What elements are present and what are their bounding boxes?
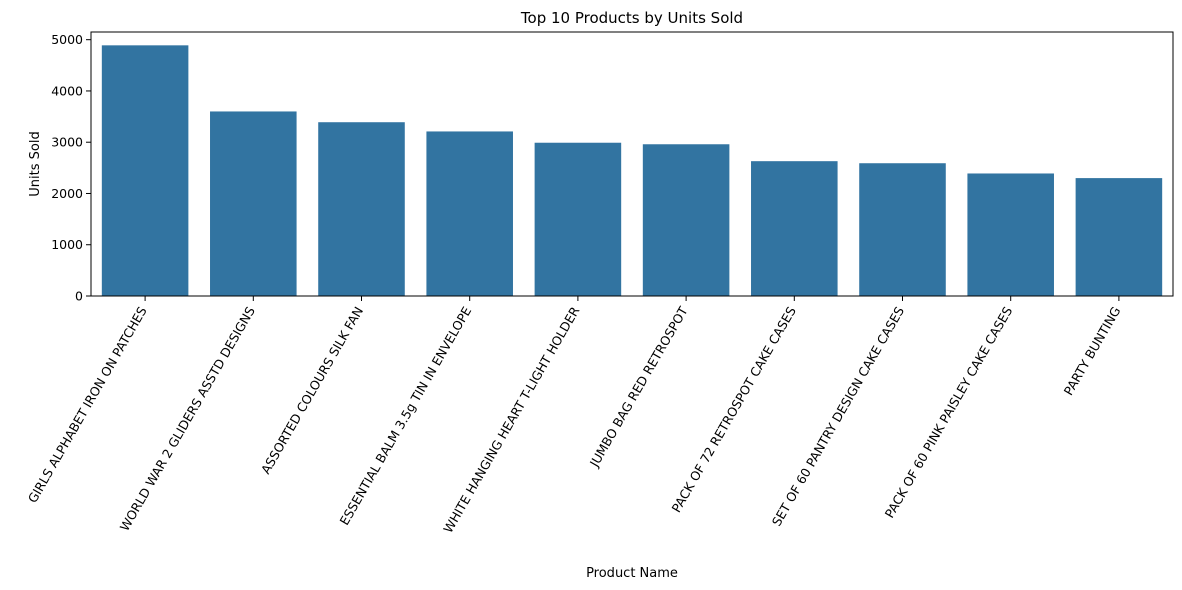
chart-title: Top 10 Products by Units Sold [520, 9, 743, 27]
y-tick-label: 5000 [51, 32, 83, 47]
x-tick-label: PACK OF 60 PINK PAISLEY CAKE CASES [882, 304, 1016, 521]
bar [426, 131, 513, 296]
x-tick-label: ESSENTIAL BALM 3.5g TIN IN ENVELOPE [337, 304, 475, 528]
plot-frame [90, 31, 1174, 297]
bar [859, 163, 946, 296]
y-tick-label: 1000 [51, 237, 83, 252]
bar [751, 161, 838, 296]
x-tick-label: PACK OF 72 RETROSPOT CAKE CASES [668, 304, 798, 515]
y-axis-ticks: 0 1000 2000 3000 4000 5000 [51, 32, 91, 304]
y-tick-label: 3000 [51, 135, 83, 150]
x-axis-title: Product Name [586, 566, 678, 581]
x-tick-label: PARTY BUNTING [1061, 304, 1124, 398]
bar [967, 173, 1054, 296]
y-tick-label: 2000 [51, 186, 83, 201]
x-tick-label: WHITE HANGING HEART T-LIGHT HOLDER [440, 304, 582, 536]
bar [318, 122, 405, 296]
bar [534, 142, 622, 296]
x-tick-label: ASSORTED COLOURS SILK FAN [258, 304, 366, 477]
x-tick-label: GIRLS ALPHABET IRON ON PATCHES [25, 304, 150, 505]
bar [642, 144, 730, 296]
x-tick-label: SET OF 60 PANTRY DESIGN CAKE CASES [769, 304, 907, 529]
bar [1075, 178, 1163, 296]
y-tick-label: 0 [75, 289, 83, 304]
bar [101, 45, 189, 296]
y-axis-title: Units Sold [28, 131, 43, 196]
x-tick-label: WORLD WAR 2 GLIDERS ASSTD DESIGNS [117, 304, 258, 534]
x-tick-label: JUMBO BAG RED RETROSPOT [586, 304, 691, 470]
bars-group [101, 45, 1163, 297]
bar [210, 111, 297, 297]
y-tick-label: 4000 [51, 83, 83, 98]
